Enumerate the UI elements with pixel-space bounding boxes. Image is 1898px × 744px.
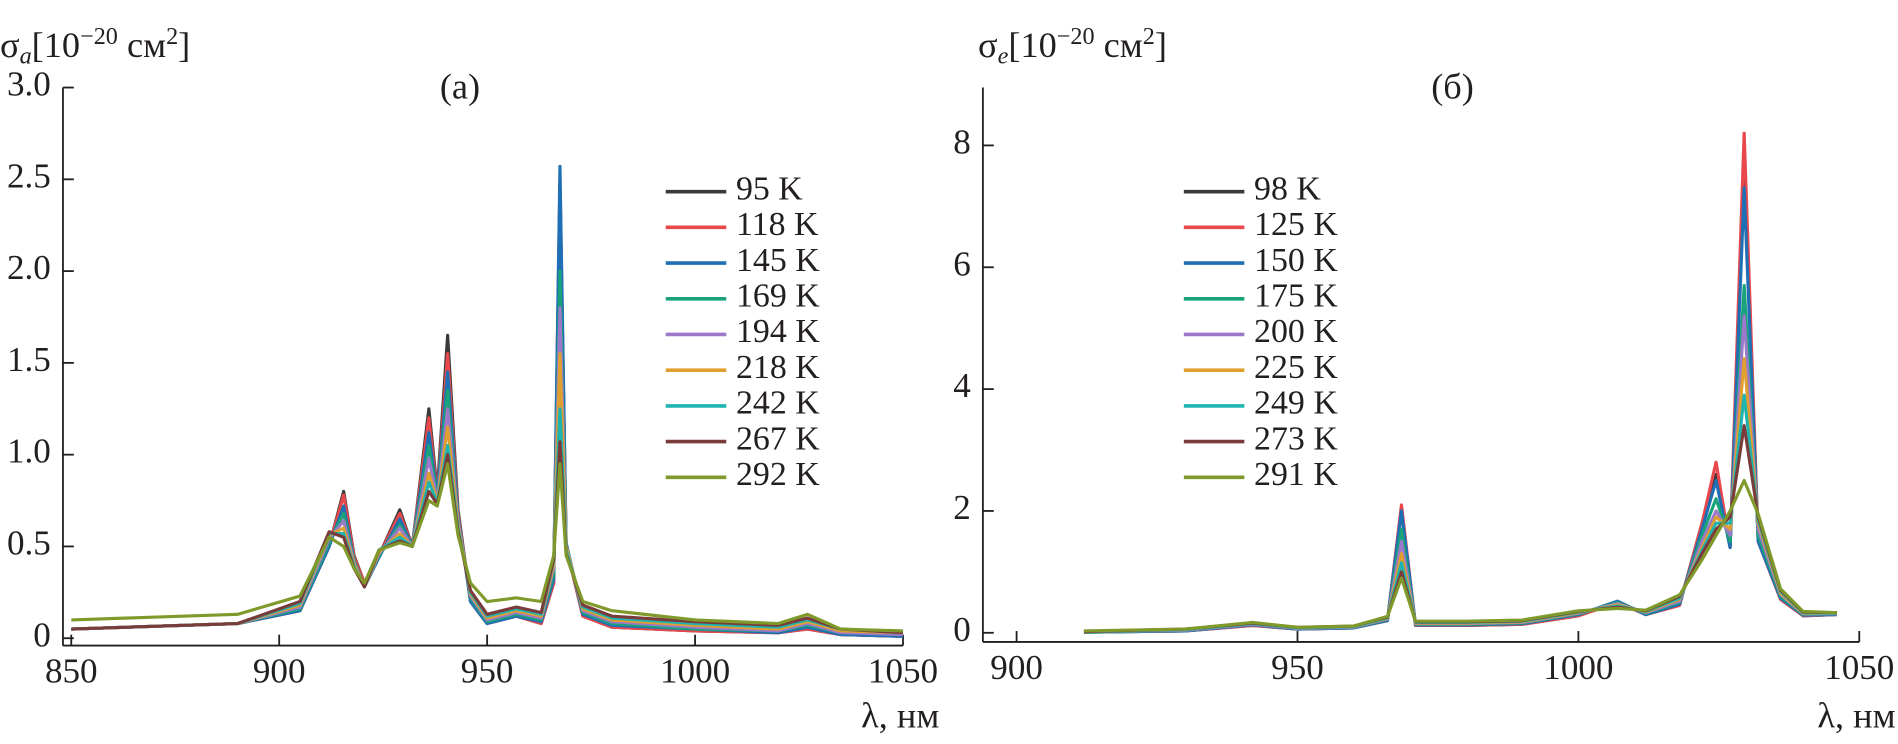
y-tick-label: 1.5 (7, 340, 51, 379)
legend-label: 267 K (736, 420, 820, 457)
x-tick-label: 850 (45, 652, 98, 691)
x-tick-label: 950 (461, 652, 514, 691)
y-label-part: см (1095, 25, 1143, 65)
y-label-part: −20 (1057, 22, 1095, 49)
series-line (71, 462, 904, 633)
y-tick-label: 3.0 (7, 65, 51, 104)
x-axis-label: λ, нм (861, 696, 939, 736)
legend-label: 98 K (1254, 170, 1321, 207)
x-tick-label: 900 (990, 648, 1043, 687)
legend-label: 200 K (1254, 313, 1338, 350)
y-label-part: a (20, 42, 32, 69)
y-label-part: [10 (1008, 25, 1056, 65)
x-tick-label: 900 (253, 652, 306, 691)
y-tick-label: 2 (953, 488, 971, 527)
series-line (1083, 283, 1837, 634)
legend-label: 169 K (736, 278, 820, 315)
legend-label: 249 K (1254, 385, 1338, 422)
y-axis-label: σa[10−20 см2] (0, 22, 190, 68)
y-label-part: 2 (166, 22, 178, 49)
y-label-part: [10 (32, 25, 80, 65)
y-label-part: −20 (80, 22, 118, 49)
legend-label: 273 K (1254, 420, 1338, 457)
series-line (1083, 314, 1837, 634)
legend-label: 292 K (736, 456, 820, 493)
series-line (1083, 357, 1837, 634)
legend-label: 118 K (736, 206, 819, 243)
series-line (1083, 424, 1837, 634)
y-tick-label: 1.0 (7, 432, 51, 471)
x-axis-label: λ, нм (1817, 696, 1895, 736)
x-tick-label: 1000 (660, 652, 730, 691)
legend-label: 125 K (1254, 206, 1338, 243)
x-tick-label: 1050 (868, 652, 938, 691)
legend-label: 194 K (736, 313, 820, 350)
legend-label: 150 K (1254, 242, 1338, 279)
y-tick-label: 2.0 (7, 248, 51, 287)
y-label-part: ] (1155, 25, 1167, 65)
legend-label: 145 K (736, 242, 820, 279)
panel-title: (б) (1431, 66, 1474, 106)
legend-label: 225 K (1254, 349, 1338, 386)
series-line (1083, 131, 1837, 634)
legend-label: 291 K (1254, 456, 1338, 493)
y-tick-label: 0 (953, 610, 971, 649)
series-line (1083, 478, 1837, 633)
x-tick-label: 950 (1271, 648, 1324, 687)
legend-label: 175 K (1254, 278, 1338, 315)
y-tick-label: 4 (953, 366, 971, 405)
y-label-part: σ (978, 25, 998, 65)
series-line (1083, 186, 1837, 634)
panel-title: (а) (440, 66, 480, 106)
x-tick-label: 1050 (1824, 648, 1894, 687)
legend-label: 95 K (736, 170, 803, 207)
x-tick-label: 1000 (1543, 648, 1613, 687)
y-label-part: 2 (1143, 22, 1155, 49)
y-tick-label: 0 (33, 615, 51, 654)
y-axis-label: σe[10−20 см2] (978, 22, 1167, 68)
y-label-part: ] (178, 25, 190, 65)
y-label-part: σ (0, 25, 20, 65)
y-label-part: см (118, 25, 166, 65)
y-label-part: e (998, 42, 1009, 69)
legend-label: 242 K (736, 385, 820, 422)
y-tick-label: 0.5 (7, 524, 51, 563)
y-tick-label: 8 (953, 122, 971, 161)
legend-label: 218 K (736, 349, 820, 386)
y-tick-label: 6 (953, 244, 971, 283)
y-tick-label: 2.5 (7, 156, 51, 195)
